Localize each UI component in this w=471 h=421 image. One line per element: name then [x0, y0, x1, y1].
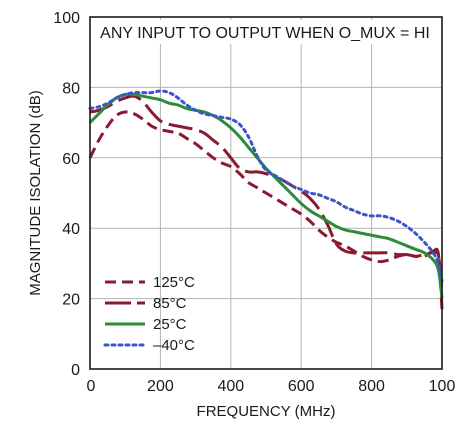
legend-label-minus40c: –40°C: [153, 337, 195, 354]
plot-area-frame: [89, 16, 443, 370]
y-tick-label: 20: [62, 292, 80, 309]
annotation-background: [92, 20, 439, 44]
legend-label-85c: 85°C: [153, 295, 187, 312]
x-tick-label: 600: [288, 378, 315, 395]
x-tick-label: 800: [358, 378, 385, 395]
series-line-125c: [88, 110, 444, 292]
legend: 125°C 85°C 25°C –40°C: [103, 274, 195, 354]
y-axis-label: MAGNITUDE ISOLATION (dB): [27, 90, 44, 296]
series-line-minus40c: [88, 89, 444, 283]
y-tick-label: 40: [62, 221, 80, 238]
x-tick-label: 0: [87, 378, 96, 395]
x-axis-tick-labels: 0 200 400 600 800 100: [87, 378, 456, 395]
legend-label-125c: 125°C: [153, 274, 195, 291]
series-line-25c: [88, 92, 444, 299]
series-line-85c: [89, 94, 444, 310]
y-tick-label: 100: [53, 10, 80, 27]
legend-label-25c: 25°C: [153, 316, 187, 333]
x-tick-label: 400: [217, 378, 244, 395]
series-lines: [88, 89, 444, 310]
x-axis-label: FREQUENCY (MHz): [197, 403, 336, 420]
y-tick-label: 60: [62, 151, 80, 168]
y-tick-label: 80: [62, 80, 80, 97]
grid-lines: [90, 17, 442, 369]
y-axis-tick-labels: 0 20 40 60 80 100: [53, 10, 80, 379]
chart-annotation: ANY INPUT TO OUTPUT WHEN O_MUX = HI: [100, 25, 430, 42]
y-tick-label: 0: [71, 362, 80, 379]
x-tick-label: 100: [429, 378, 456, 395]
x-tick-label: 200: [147, 378, 174, 395]
